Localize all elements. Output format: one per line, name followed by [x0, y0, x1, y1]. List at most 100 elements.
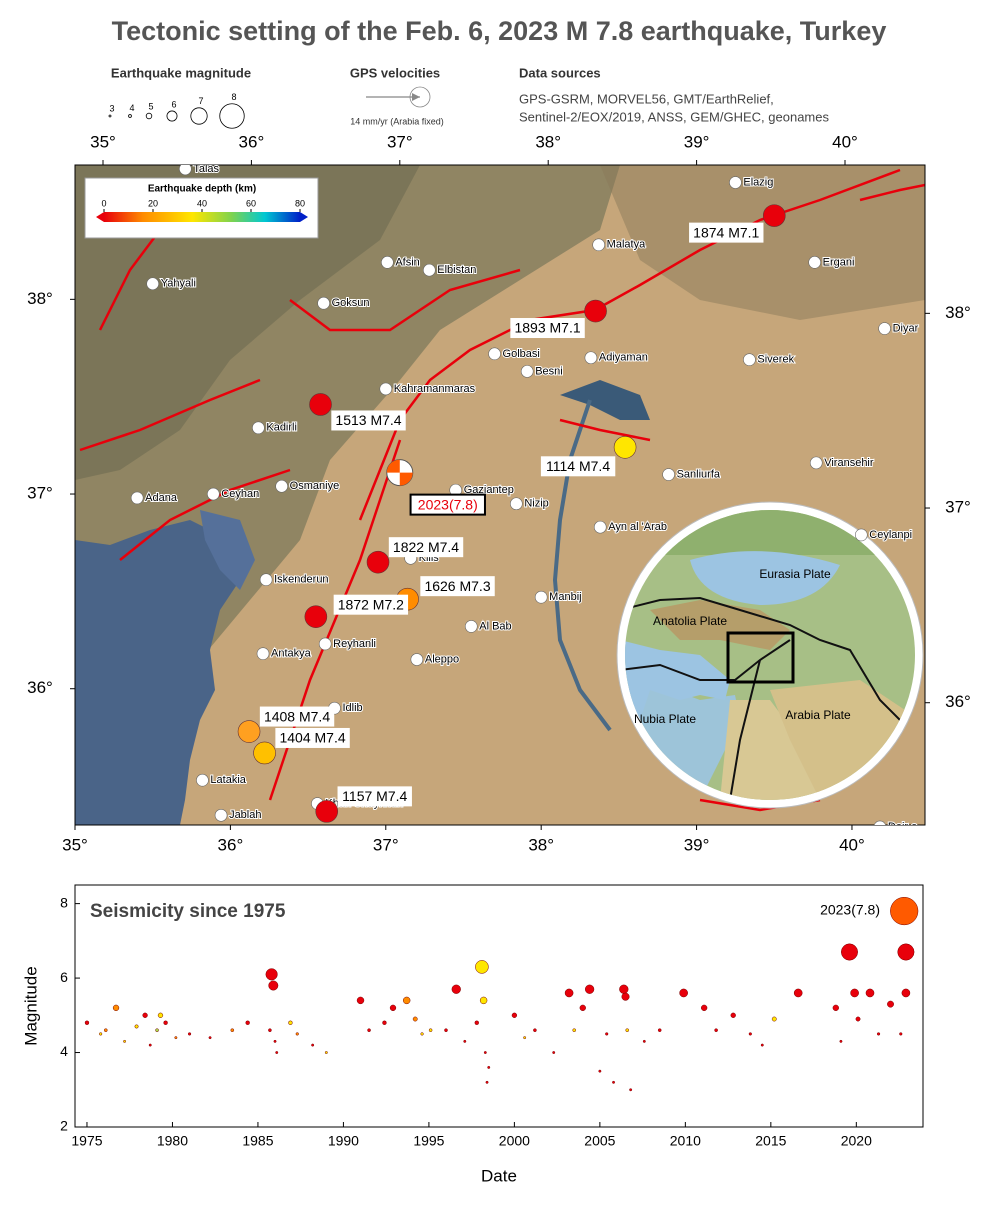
quake-point — [134, 1024, 139, 1029]
quake-point — [598, 1069, 602, 1073]
lon-tick-label: 37° — [373, 835, 399, 854]
quake-label-box — [331, 410, 406, 431]
city-label: Adiyaman — [599, 352, 648, 364]
city-label: Deir e — [888, 821, 917, 833]
quake-point — [463, 1039, 467, 1043]
quake-point — [619, 984, 629, 994]
quake-label-box — [540, 456, 616, 477]
quake-point — [679, 988, 688, 998]
quake-point — [444, 1028, 448, 1032]
city-marker — [584, 351, 598, 365]
city-label: Viransehir — [824, 457, 874, 469]
city-label: Gaziantep — [464, 484, 514, 496]
quake-label: 1513 M7.4 — [335, 412, 401, 428]
quake-point — [273, 1039, 277, 1043]
city-marker — [488, 347, 501, 361]
city-label: Afsin — [395, 256, 419, 268]
magnitude-label: 8 — [231, 92, 236, 102]
gps-note: 14 mm/yr (Arabia fixed) — [350, 116, 444, 126]
quake-label: 1114 M7.4 — [546, 458, 610, 474]
city-label: Aleppo — [425, 653, 459, 665]
quake-label: 1408 M7.4 — [264, 708, 330, 724]
city-marker — [130, 491, 144, 505]
quake-point — [479, 996, 488, 1005]
quake-point — [714, 1028, 718, 1032]
source-line: GPS-GSRM, MORVEL56, GMT/EarthRelief, — [519, 91, 774, 106]
city-label: Besni — [535, 365, 563, 377]
magnitude-symbol — [145, 112, 153, 120]
quake-point — [897, 943, 915, 961]
magnitude-label: 5 — [148, 102, 153, 112]
x-tick-label: 1995 — [413, 1133, 444, 1149]
quake-label-box — [420, 576, 495, 597]
quake-point — [112, 1004, 120, 1012]
inset-label: Anatolia Plate — [653, 614, 727, 628]
inset-label: Eurasia Plate — [759, 567, 831, 581]
city-marker — [809, 456, 823, 470]
quake-point — [208, 1036, 212, 1040]
quake-point — [157, 1012, 164, 1018]
quake-point — [142, 1012, 148, 1018]
city-label: Kadirli — [266, 422, 297, 434]
colorbar-tick-label: 20 — [148, 198, 158, 208]
lon-tick-label: 39° — [684, 132, 710, 151]
x-tick-label: 1975 — [71, 1133, 102, 1149]
quake-point — [99, 1032, 103, 1036]
city-marker — [196, 773, 209, 787]
map-features: Talas Elazig Yahyali Afsin Elbistan Malatya Er… — [130, 163, 920, 833]
focal-mechanism-quadrant — [386, 459, 413, 486]
city-marker — [206, 487, 220, 501]
lat-tick-label: 36° — [945, 692, 971, 711]
city-label: Idlib — [343, 702, 363, 714]
quake-label-box — [388, 537, 464, 558]
quake-point — [367, 1028, 371, 1032]
city-marker — [275, 479, 288, 493]
historic-quake — [237, 720, 261, 743]
title: Tectonic setting of the Feb. 6, 2023 M 7… — [112, 16, 887, 46]
quake-point — [324, 1051, 328, 1054]
quake-point — [265, 968, 278, 981]
quake-label: 1626 M7.3 — [424, 578, 490, 594]
quake-point — [402, 996, 411, 1005]
city-label: Elbistan — [437, 264, 476, 276]
y-axis-label: Magnitude — [21, 966, 40, 1045]
lat-tick-label: 38° — [945, 303, 971, 322]
quake-point — [584, 984, 595, 994]
quake-point — [268, 980, 279, 991]
lon-tick-label: 37° — [387, 132, 413, 151]
city-marker — [422, 263, 436, 277]
city-marker — [743, 353, 756, 366]
x-tick-label: 2000 — [499, 1133, 530, 1149]
quake-label: 1893 M7.1 — [514, 320, 580, 336]
quake-point — [748, 1032, 752, 1036]
x-tick-label: 2015 — [755, 1133, 786, 1149]
magnitude-symbol — [128, 114, 132, 118]
colorbar-title: Earthquake depth (km) — [148, 184, 256, 195]
historic-quake — [315, 800, 339, 823]
historic-quake — [309, 393, 332, 416]
x-tick-label: 2010 — [670, 1133, 701, 1149]
city-label: Talas — [193, 163, 219, 175]
city-marker — [381, 256, 394, 269]
city-marker — [520, 365, 534, 378]
city-label: Antakya — [271, 648, 312, 660]
quake-point — [475, 960, 489, 974]
city-label: Diyar — [893, 322, 919, 334]
colorbar-end — [96, 212, 104, 222]
quake-point — [564, 988, 574, 998]
quake-point — [187, 1032, 192, 1036]
legend-title: Earthquake magnitude — [111, 65, 251, 80]
lon-tick-label: 38° — [528, 835, 554, 854]
quake-point — [552, 1051, 556, 1054]
city-marker — [256, 647, 270, 660]
quake-point — [84, 1020, 90, 1025]
quake-point — [487, 1065, 491, 1069]
city-label: Latakia — [210, 774, 246, 786]
quake-point — [612, 1080, 615, 1084]
colorbar-tick-label: 40 — [197, 198, 207, 208]
quake-point — [389, 1004, 397, 1012]
historic-quake — [613, 436, 637, 459]
quake-point — [865, 988, 875, 998]
lon-tick-label: 38° — [535, 132, 561, 151]
colorbar-end — [300, 212, 308, 222]
